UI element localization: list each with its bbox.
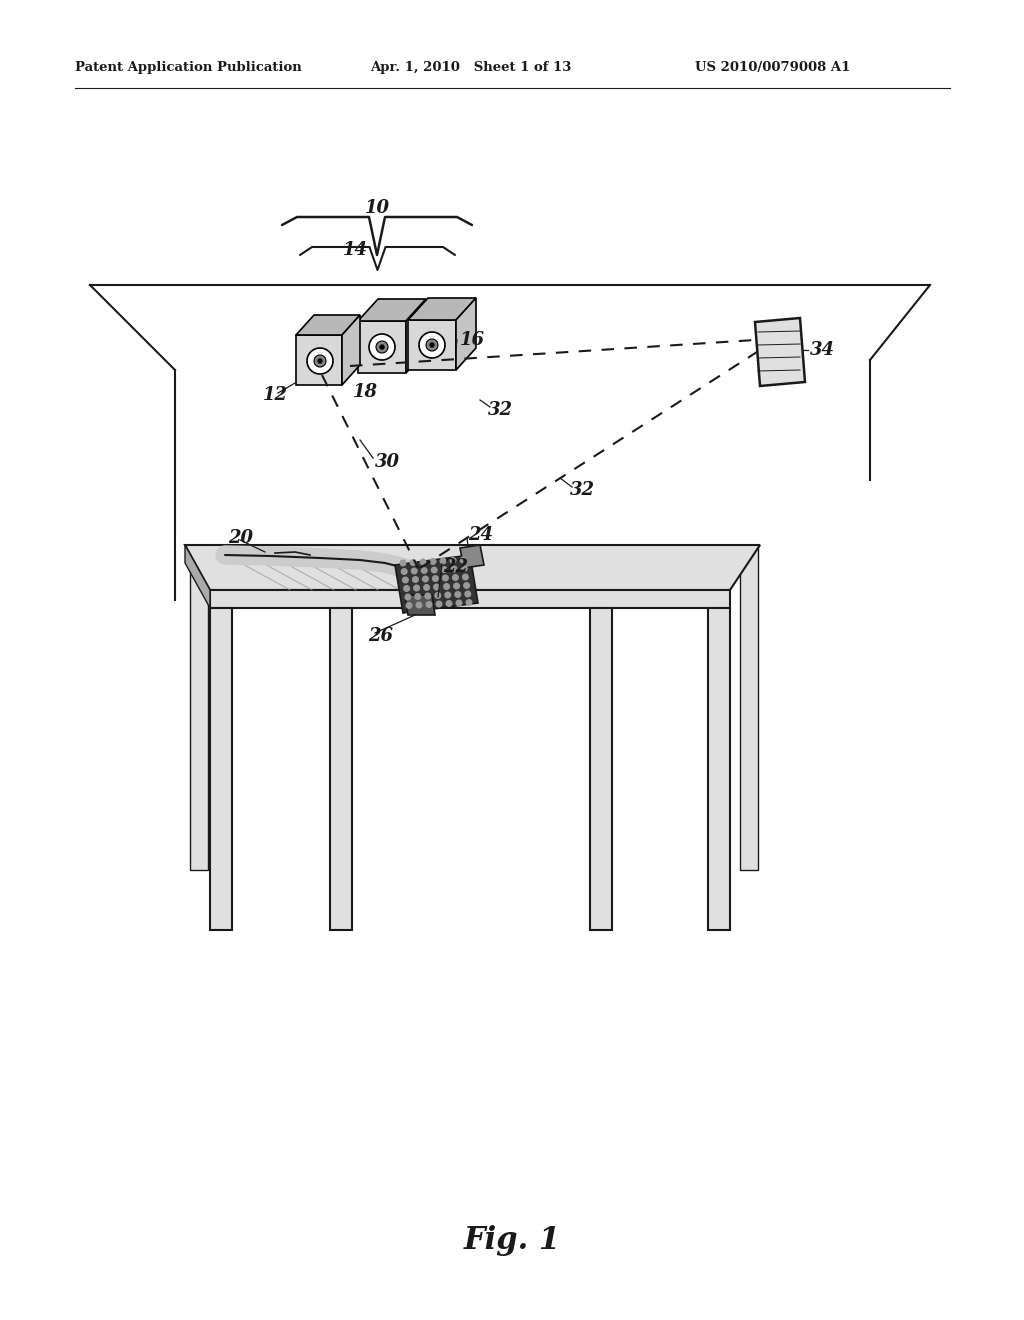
Polygon shape (708, 609, 730, 931)
Circle shape (457, 601, 462, 606)
Polygon shape (342, 315, 360, 385)
Circle shape (466, 599, 472, 606)
Polygon shape (185, 545, 760, 590)
Circle shape (411, 560, 416, 565)
Text: 18: 18 (353, 383, 378, 401)
Text: 16: 16 (460, 331, 485, 348)
Polygon shape (296, 315, 360, 335)
Circle shape (442, 576, 449, 581)
Polygon shape (408, 298, 476, 319)
Circle shape (455, 591, 461, 597)
Polygon shape (330, 609, 352, 931)
Text: 12: 12 (263, 385, 288, 404)
Circle shape (452, 566, 457, 572)
Text: Apr. 1, 2010   Sheet 1 of 13: Apr. 1, 2010 Sheet 1 of 13 (370, 62, 571, 74)
Circle shape (414, 585, 420, 591)
Circle shape (369, 334, 395, 360)
Text: 10: 10 (365, 199, 390, 216)
Text: Fig. 1: Fig. 1 (464, 1225, 560, 1255)
Circle shape (420, 560, 426, 565)
Polygon shape (358, 321, 406, 374)
Polygon shape (296, 335, 342, 385)
Circle shape (465, 591, 471, 597)
Text: 24: 24 (468, 525, 493, 544)
Text: US 2010/0079008 A1: US 2010/0079008 A1 (695, 62, 850, 74)
Circle shape (441, 566, 447, 573)
Text: 34: 34 (810, 341, 835, 359)
Circle shape (424, 585, 429, 590)
Circle shape (419, 333, 445, 358)
Circle shape (462, 566, 467, 572)
Text: 20: 20 (228, 529, 253, 546)
Circle shape (454, 583, 460, 589)
Circle shape (460, 557, 466, 562)
Circle shape (402, 577, 409, 583)
Polygon shape (395, 554, 478, 612)
Polygon shape (456, 298, 476, 370)
Circle shape (376, 341, 388, 352)
Circle shape (307, 348, 333, 374)
Circle shape (451, 557, 456, 564)
Polygon shape (185, 545, 210, 609)
Polygon shape (740, 545, 758, 870)
Circle shape (406, 594, 411, 599)
Text: 32: 32 (570, 480, 595, 499)
Circle shape (431, 568, 437, 573)
Text: 22: 22 (443, 558, 468, 576)
Polygon shape (406, 300, 426, 374)
Circle shape (416, 602, 422, 607)
Circle shape (415, 594, 421, 599)
Circle shape (380, 345, 384, 348)
Circle shape (446, 601, 452, 606)
Circle shape (407, 603, 412, 609)
Circle shape (425, 593, 431, 599)
Polygon shape (210, 609, 232, 931)
Text: 14: 14 (343, 242, 368, 259)
Circle shape (440, 558, 445, 564)
Polygon shape (210, 590, 730, 609)
Circle shape (453, 574, 458, 581)
Text: Patent Application Publication: Patent Application Publication (75, 62, 302, 74)
Circle shape (463, 574, 468, 579)
Polygon shape (358, 300, 426, 321)
Circle shape (426, 339, 438, 351)
Circle shape (401, 569, 407, 574)
Polygon shape (408, 319, 456, 370)
Text: 32: 32 (488, 401, 513, 418)
Circle shape (426, 602, 432, 607)
Circle shape (443, 583, 450, 589)
Circle shape (400, 560, 406, 566)
Polygon shape (460, 545, 484, 568)
Circle shape (435, 593, 440, 598)
Text: 26: 26 (368, 627, 393, 645)
Circle shape (318, 359, 322, 363)
Circle shape (430, 343, 434, 347)
Circle shape (423, 577, 428, 582)
Circle shape (434, 585, 439, 590)
Polygon shape (590, 609, 612, 931)
Circle shape (413, 577, 418, 582)
Circle shape (430, 558, 436, 565)
Circle shape (436, 601, 441, 607)
Polygon shape (406, 595, 435, 615)
Polygon shape (190, 545, 208, 870)
Text: 30: 30 (375, 453, 400, 471)
Circle shape (422, 568, 427, 573)
Polygon shape (755, 318, 805, 385)
Circle shape (314, 355, 326, 367)
Circle shape (445, 593, 451, 598)
Circle shape (432, 576, 438, 581)
Circle shape (412, 568, 417, 574)
Circle shape (403, 586, 410, 591)
Circle shape (464, 582, 469, 589)
